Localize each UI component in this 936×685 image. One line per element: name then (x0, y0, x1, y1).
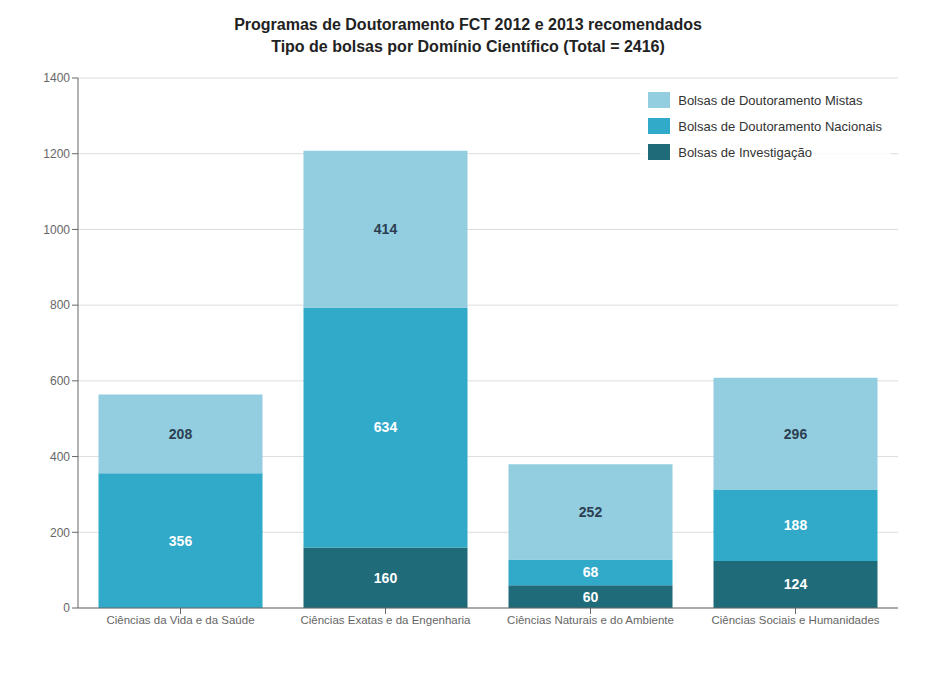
html-text:Bolsas de Doutoramento Naciona: Bolsas de Doutoramento Nacionais (678, 118, 882, 134)
html-text:Bolsas de Investigação: Bolsas de Investigação (678, 144, 812, 160)
svg-text:414: 414 (374, 221, 398, 237)
svg-text:400: 400 (50, 450, 70, 464)
svg-text:1200: 1200 (43, 147, 70, 161)
svg-text:Ciências Naturais e do Ambient: Ciências Naturais e do Ambiente (507, 614, 674, 626)
svg-text:124: 124 (784, 576, 808, 592)
svg-text:Ciências Sociais e Humanidades: Ciências Sociais e Humanidades (711, 614, 879, 626)
html-text:Bolsas de Doutoramento Mistas: Bolsas de Doutoramento Mistas (678, 92, 863, 108)
svg-text:1000: 1000 (43, 223, 70, 237)
svg-text:356: 356 (169, 533, 193, 549)
html-text:Programas de Doutoramento FCT: Programas de Doutoramento FCT 2012 e 201… (234, 16, 702, 33)
svg-text:Ciências Exatas e da Engenhari: Ciências Exatas e da Engenharia (300, 614, 471, 626)
svg-text:188: 188 (784, 517, 808, 533)
svg-text:200: 200 (50, 526, 70, 540)
svg-text:160: 160 (374, 570, 398, 586)
svg-text:0: 0 (63, 601, 70, 615)
svg-text:60: 60 (583, 589, 599, 605)
svg-text:68: 68 (583, 564, 599, 580)
svg-text:1400: 1400 (43, 71, 70, 85)
svg-text:634: 634 (374, 419, 398, 435)
svg-text:296: 296 (784, 426, 808, 442)
svg-text:208: 208 (169, 426, 193, 442)
svg-text:Ciências da Vida e da Saúde: Ciências da Vida e da Saúde (106, 614, 254, 626)
svg-text:600: 600 (50, 374, 70, 388)
html-text:Tipo de bolsas por Domínio Cie: Tipo de bolsas por Domínio Científico (T… (271, 38, 665, 55)
svg-text:800: 800 (50, 298, 70, 312)
svg-text:252: 252 (579, 504, 603, 520)
